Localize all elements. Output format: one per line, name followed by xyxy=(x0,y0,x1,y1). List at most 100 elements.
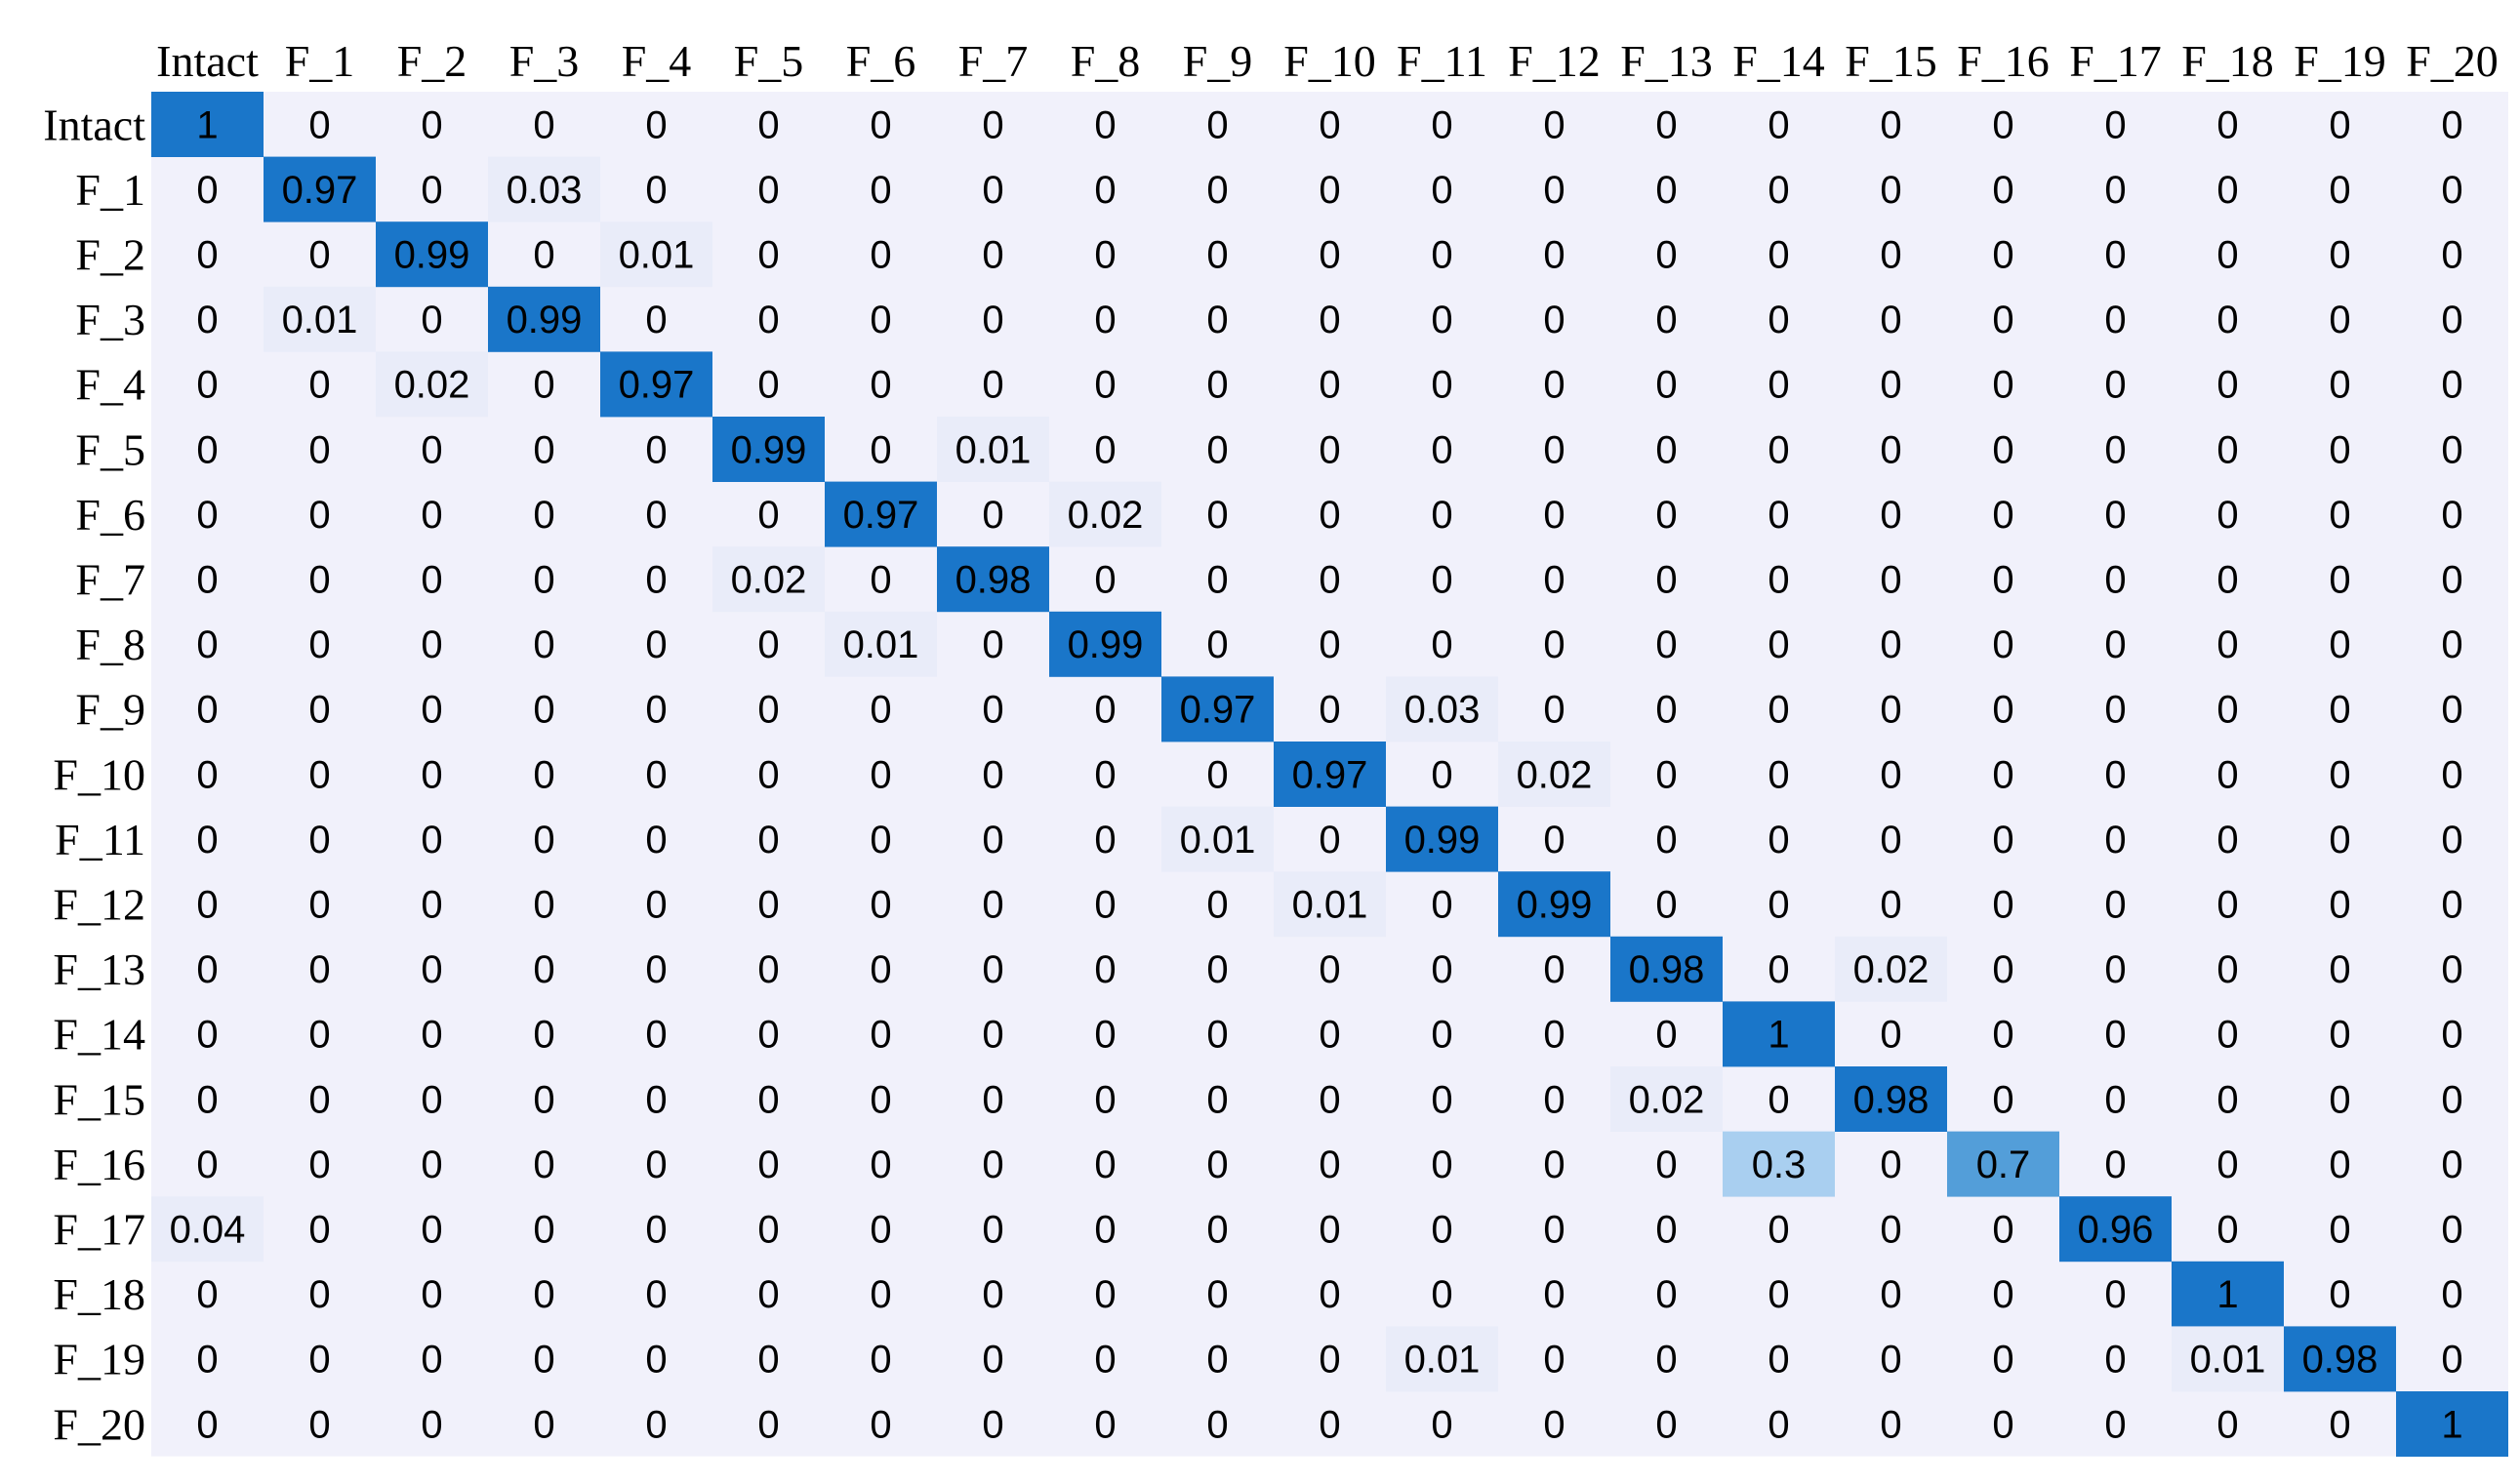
cell-value-label: 0 xyxy=(1992,559,2013,602)
heatmap-cell xyxy=(937,546,1049,613)
cell-value-label: 0 xyxy=(196,494,218,537)
cell-value-label: 0 xyxy=(2441,428,2462,471)
cell-value-label: 0 xyxy=(870,689,891,732)
cell-value-label: 0 xyxy=(1992,494,2013,537)
cell-value-label: 0.01 xyxy=(843,623,919,666)
cell-value-label: 0 xyxy=(757,1403,779,1446)
cell-value-label: 0 xyxy=(2216,559,2238,602)
cell-value-label: 0 xyxy=(196,884,218,927)
cell-value-label: 0 xyxy=(1655,1403,1677,1446)
cell-value-label: 0 xyxy=(1992,1014,2013,1057)
cell-value-label: 0 xyxy=(2104,559,2126,602)
row-tick-label: F_6 xyxy=(75,490,145,540)
cell-value-label: 0 xyxy=(2441,103,2462,146)
cell-value-label: 0 xyxy=(1768,948,1789,991)
cell-value-label: 0 xyxy=(1319,494,1340,537)
cell-value-label: 0 xyxy=(2441,559,2462,602)
cell-value-label: 0 xyxy=(1992,103,2013,146)
column-tick-label: Intact xyxy=(156,36,259,86)
cell-value-label: 0.02 xyxy=(1629,1078,1705,1121)
cell-value-label: 0 xyxy=(982,819,1003,862)
cell-value-label: 0 xyxy=(982,1339,1003,1382)
cell-value-label: 0 xyxy=(1206,103,1228,146)
cell-value-label: 0.02 xyxy=(1853,948,1930,991)
cell-value-label: 0 xyxy=(1543,103,1565,146)
cell-value-label: 0 xyxy=(1319,1078,1340,1121)
cell-value-label: 0.98 xyxy=(955,559,1032,602)
cell-value-label: 0 xyxy=(1094,753,1116,796)
cell-value-label: 0 xyxy=(1768,494,1789,537)
cell-value-label: 0 xyxy=(2104,103,2126,146)
cell-value-label: 0 xyxy=(982,1403,1003,1446)
cell-value-label: 0 xyxy=(533,428,554,471)
cell-value-label: 0 xyxy=(2104,1339,2126,1382)
cell-value-label: 0 xyxy=(645,428,667,471)
cell-value-label: 0 xyxy=(2216,753,2238,796)
cell-value-label: 0 xyxy=(870,884,891,927)
cell-value-label: 0 xyxy=(533,1273,554,1316)
cell-value-label: 0 xyxy=(1206,428,1228,471)
cell-value-label: 0 xyxy=(308,1014,330,1057)
cell-value-label: 0 xyxy=(2441,1339,2462,1382)
cell-value-label: 0 xyxy=(308,103,330,146)
cell-value-label: 0 xyxy=(1206,1273,1228,1316)
cell-value-label: 0 xyxy=(1094,1014,1116,1057)
heatmap-cell xyxy=(1274,742,1386,807)
cell-value-label: 0 xyxy=(1992,884,2013,927)
cell-value-label: 0 xyxy=(421,884,442,927)
cell-value-label: 0 xyxy=(2216,234,2238,277)
cell-value-label: 0 xyxy=(196,689,218,732)
cell-value-label: 0 xyxy=(1094,1403,1116,1446)
cell-value-label: 0 xyxy=(645,299,667,341)
heatmap-cell xyxy=(712,546,825,613)
cell-value-label: 0 xyxy=(757,753,779,796)
cell-value-label: 0 xyxy=(645,753,667,796)
heatmap-cell xyxy=(825,481,937,547)
cell-value-label: 0 xyxy=(1431,1078,1452,1121)
cell-value-label: 0 xyxy=(1992,1273,2013,1316)
cell-value-label: 0 xyxy=(1543,819,1565,862)
heatmap-cell xyxy=(1498,871,1610,938)
cell-value-label: 0 xyxy=(1880,1273,1901,1316)
cell-value-label: 0 xyxy=(1319,623,1340,666)
cell-value-label: 0.01 xyxy=(1292,884,1368,927)
cell-value-label: 0 xyxy=(870,948,891,991)
cell-value-label: 0 xyxy=(196,623,218,666)
cell-value-label: 0 xyxy=(1094,1273,1116,1316)
cell-value-label: 0 xyxy=(2329,364,2350,407)
cell-value-label: 0 xyxy=(1206,1014,1228,1057)
cell-value-label: 0 xyxy=(1319,819,1340,862)
cell-value-label: 0 xyxy=(1431,299,1452,341)
cell-value-label: 0 xyxy=(1768,1209,1789,1252)
cell-value-label: 0 xyxy=(196,1339,218,1382)
cell-value-label: 0 xyxy=(2441,1209,2462,1252)
cell-value-label: 0 xyxy=(421,428,442,471)
heatmap-cell xyxy=(1386,676,1498,742)
cell-value-label: 0 xyxy=(757,884,779,927)
cell-value-label: 0 xyxy=(1431,1273,1452,1316)
cell-value-label: 0 xyxy=(196,948,218,991)
cell-value-label: 0 xyxy=(2441,494,2462,537)
heatmap-cell xyxy=(1049,481,1161,547)
cell-value-label: 0 xyxy=(1431,1403,1452,1446)
cell-value-label: 0 xyxy=(1880,364,1901,407)
cell-value-label: 0 xyxy=(1655,689,1677,732)
cell-value-label: 0.99 xyxy=(507,299,583,341)
cell-value-label: 0.97 xyxy=(1292,753,1368,796)
cell-value-label: 0 xyxy=(1655,234,1677,277)
cell-value-label: 0 xyxy=(1543,1078,1565,1121)
cell-value-label: 0 xyxy=(645,494,667,537)
cell-value-label: 0 xyxy=(1655,819,1677,862)
cell-value-label: 0 xyxy=(308,559,330,602)
cell-value-label: 0 xyxy=(421,103,442,146)
cell-value-label: 0 xyxy=(1543,364,1565,407)
cell-value-label: 0 xyxy=(2441,884,2462,927)
cell-value-label: 0 xyxy=(1768,103,1789,146)
cell-value-label: 0 xyxy=(1094,428,1116,471)
cell-value-label: 0 xyxy=(1431,559,1452,602)
cell-value-label: 0 xyxy=(1319,1273,1340,1316)
cell-value-label: 0 xyxy=(308,494,330,537)
cell-value-label: 0 xyxy=(1768,1403,1789,1446)
cell-value-label: 1 xyxy=(2441,1403,2462,1446)
cell-value-label: 0 xyxy=(1206,364,1228,407)
